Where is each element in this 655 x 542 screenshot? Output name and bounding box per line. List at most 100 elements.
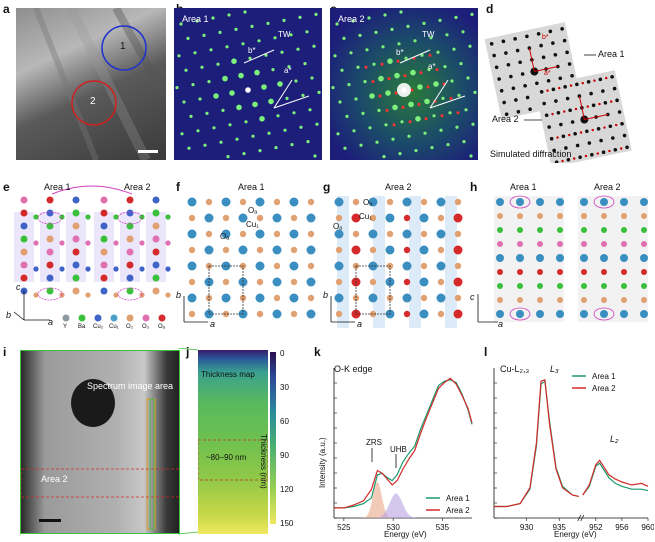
diffraction-spot xyxy=(254,69,260,76)
lattice-atom xyxy=(436,197,446,207)
diffraction-spot xyxy=(381,45,385,49)
atom xyxy=(126,248,134,256)
diffraction-spot xyxy=(244,120,248,124)
area2-circle xyxy=(71,80,117,126)
satellite-spot xyxy=(364,65,368,69)
lattice-atom xyxy=(205,230,213,238)
sim-spot xyxy=(596,126,601,131)
lattice-atom xyxy=(335,278,343,286)
sim-spot xyxy=(556,110,561,115)
diffraction-spot xyxy=(343,146,347,150)
tw-label: TW xyxy=(278,30,291,39)
atom-small xyxy=(165,214,171,220)
lattice-atom xyxy=(402,229,412,239)
atom-small xyxy=(139,240,145,246)
fill-uhb xyxy=(357,493,434,518)
lattice-atom xyxy=(335,214,343,222)
a-star-label: a* xyxy=(284,66,292,75)
diffraction-spot xyxy=(459,62,463,66)
diffraction-spot xyxy=(469,154,473,158)
panel-k-label: k xyxy=(314,345,321,359)
axis-c: c xyxy=(16,282,21,292)
atom-small xyxy=(33,292,39,298)
panel-j-label: j xyxy=(186,345,190,359)
lattice-atom xyxy=(222,214,230,222)
legend-od: Oₐ xyxy=(158,324,165,330)
diffraction-spot xyxy=(336,132,340,136)
atom xyxy=(580,198,588,206)
lattice-atom xyxy=(256,214,264,222)
atom xyxy=(537,241,543,247)
tick-60: 60 xyxy=(280,417,289,426)
lattice-atom xyxy=(205,198,213,206)
lattice-atom xyxy=(453,245,463,255)
atom xyxy=(621,283,627,289)
lattice-atom xyxy=(290,246,298,254)
panel-d-simulated: Area 1 Area 2 Simulated diffraction b* a… xyxy=(484,8,654,168)
sim-spot xyxy=(559,122,563,127)
diffraction-spot xyxy=(228,123,232,127)
lattice-atom xyxy=(369,246,377,254)
atom xyxy=(581,241,587,247)
lattice-atom xyxy=(273,294,281,302)
diffraction-spot xyxy=(238,72,244,79)
diffraction-spot xyxy=(287,65,291,69)
stripe xyxy=(409,196,421,328)
lattice-atom xyxy=(335,310,343,318)
atom xyxy=(556,198,564,206)
area1-label: Area 1 xyxy=(182,14,209,24)
sim-spot xyxy=(554,99,558,103)
zoom-lines xyxy=(178,348,199,535)
diffraction-spot xyxy=(368,126,372,130)
atom xyxy=(126,287,134,295)
lattice-atom xyxy=(187,229,197,239)
l-legend-area2: Area 2 xyxy=(592,384,616,393)
highlight-top xyxy=(593,195,615,209)
tick-30: 30 xyxy=(280,383,289,392)
sim-spot xyxy=(520,72,525,76)
lattice-atom xyxy=(255,229,265,239)
diffraction-spot xyxy=(292,111,296,115)
sim-spot xyxy=(561,134,566,139)
diffraction-spot xyxy=(351,19,355,23)
polyhedron-area2 xyxy=(146,212,166,282)
lattice-atom xyxy=(290,310,298,318)
lattice-atom xyxy=(256,278,264,286)
sim-satellite xyxy=(620,147,623,150)
atom xyxy=(537,227,543,233)
lattice-atom xyxy=(273,230,281,238)
lattice-atom xyxy=(385,213,395,223)
atom xyxy=(600,254,608,262)
satellite-spot xyxy=(396,59,400,63)
lattice-atom xyxy=(307,230,315,238)
lattice-atom xyxy=(453,213,463,223)
thickness-range: ~80–90 nm xyxy=(206,453,247,462)
sim-spot xyxy=(578,155,582,160)
atom xyxy=(100,196,108,204)
diffraction-spot xyxy=(252,101,258,108)
series-area-1 xyxy=(494,380,649,508)
diffraction-spot xyxy=(359,143,363,147)
sim-satellite xyxy=(596,152,599,155)
lattice-atom xyxy=(188,278,196,286)
sim-spot xyxy=(625,145,629,150)
lattice-atom xyxy=(334,197,344,207)
atom xyxy=(516,254,524,262)
f-title: Area 1 xyxy=(238,182,265,192)
lattice-atom xyxy=(289,197,299,207)
atom xyxy=(20,274,28,282)
sim-spot xyxy=(610,75,614,79)
atom xyxy=(621,241,627,247)
diffraction-spot xyxy=(312,44,316,48)
atom xyxy=(46,235,54,243)
diffraction-spot xyxy=(397,42,401,46)
lattice-atom xyxy=(454,230,462,238)
atom xyxy=(620,198,628,206)
satellite-spot xyxy=(394,91,398,95)
lattice-atom xyxy=(352,198,360,206)
a-star-arrow xyxy=(429,95,466,109)
atom xyxy=(557,227,563,233)
sim-spot xyxy=(515,48,520,53)
lattice-atom xyxy=(420,198,428,206)
diffraction-spot xyxy=(216,62,220,66)
